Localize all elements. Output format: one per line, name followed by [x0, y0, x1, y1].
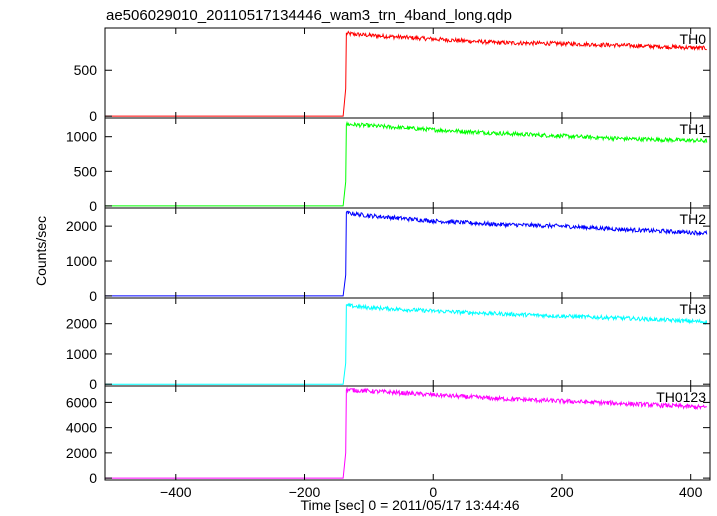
y-tick-label: 500	[74, 62, 98, 78]
y-tick-label: 1000	[66, 129, 97, 145]
y-tick-label: 0	[89, 288, 97, 304]
panel-th0123: 0 2000 4000 6000 TH0123	[66, 385, 711, 486]
chart-title: ae506029010_20110517134446_wam3_trn_4ban…	[106, 7, 512, 24]
series-line-th3	[105, 302, 708, 385]
series-line-th0123	[105, 386, 708, 479]
panel-th3: 0 1000 2000 TH3	[66, 297, 711, 392]
y-tick-label: 4000	[66, 420, 97, 436]
x-axis-label: Time [sec] 0 = 2011/05/17 13:44:46	[300, 497, 519, 513]
panel-frame	[104, 27, 711, 119]
panel-name-label: TH2	[680, 211, 707, 227]
x-tick-label: 0	[429, 484, 437, 500]
x-tick-label: 400	[679, 484, 703, 500]
x-tick-label: −400	[160, 484, 192, 500]
panel-th1: 0 500 1000 TH1	[66, 117, 711, 214]
y-tick-label: 500	[74, 163, 98, 179]
panel-frame	[104, 207, 711, 299]
panel-th2: 0 1000 2000 TH2	[66, 207, 711, 304]
series-line-th1	[105, 120, 708, 207]
y-tick-label: 0	[89, 470, 97, 486]
series-line-th0	[105, 30, 707, 117]
y-axis-label: Counts/sec	[33, 216, 49, 286]
panel-frame	[104, 385, 711, 481]
panel-name-label: TH3	[680, 301, 707, 317]
panel-frame	[104, 117, 711, 209]
y-tick-label: 0	[89, 376, 97, 392]
y-tick-label: 1000	[66, 346, 97, 362]
y-tick-label: 6000	[66, 394, 97, 410]
panel-name-label: TH0123	[656, 389, 706, 405]
series-line-th2	[105, 210, 708, 297]
y-tick-label: 2000	[66, 316, 97, 332]
y-tick-label: 0	[89, 108, 97, 124]
panel-name-label: TH0	[680, 31, 707, 47]
panel-name-label: TH1	[680, 121, 707, 137]
y-tick-label: 2000	[66, 445, 97, 461]
y-tick-label: 2000	[66, 218, 97, 234]
x-tick-label: 200	[550, 484, 574, 500]
panel-th0: 0 500 TH0	[74, 27, 711, 124]
y-tick-label: 0	[89, 198, 97, 214]
y-tick-label: 1000	[66, 253, 97, 269]
x-tick-label: −200	[289, 484, 321, 500]
